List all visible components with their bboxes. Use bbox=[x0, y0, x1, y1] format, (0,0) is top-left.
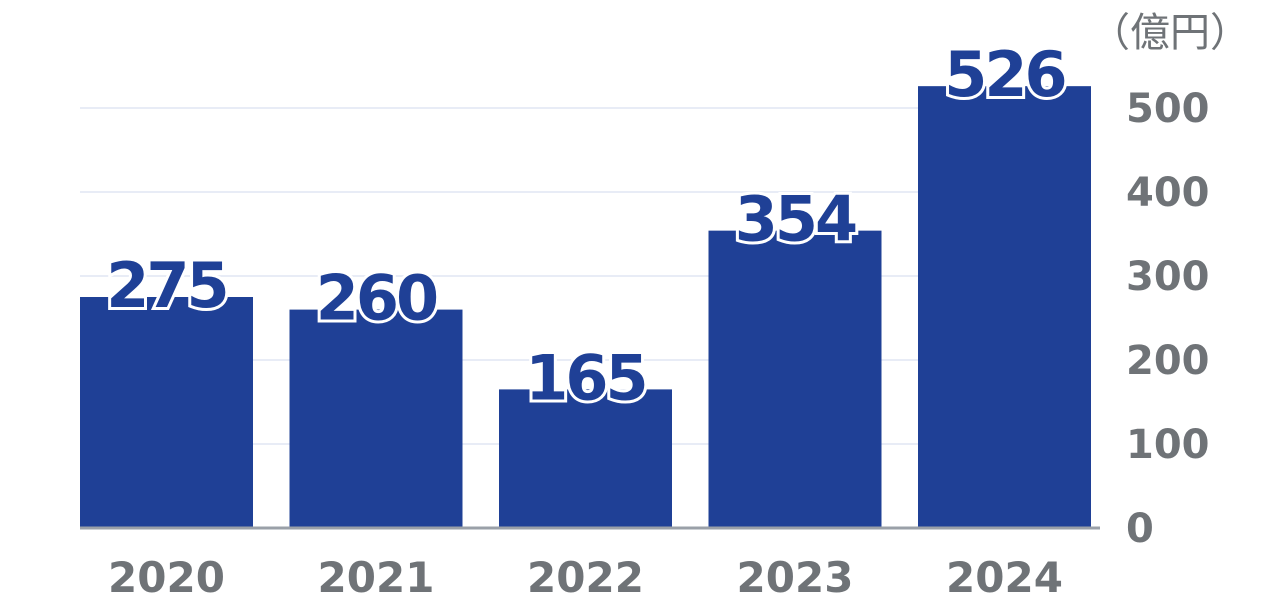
y-tick-label: 0 bbox=[1126, 506, 1154, 552]
data-labels: 275 260 165 354 526 bbox=[103, 35, 1070, 417]
x-axis-ticks: 2020 2021 2022 2023 2024 bbox=[108, 553, 1063, 600]
y-tick-label: 400 bbox=[1126, 170, 1210, 216]
bar-2023 bbox=[708, 230, 882, 528]
x-tick-label-2022: 2022 bbox=[527, 553, 644, 600]
y-tick-label: 100 bbox=[1126, 422, 1210, 468]
bar-2020 bbox=[80, 297, 253, 528]
x-tick-label-2020: 2020 bbox=[108, 553, 225, 600]
y-axis-unit-label: （億円） bbox=[1090, 10, 1250, 56]
bars bbox=[80, 86, 1091, 528]
y-axis-ticks: 0 100 200 300 400 500 bbox=[1126, 86, 1210, 552]
data-label-2020: 275 bbox=[106, 249, 226, 322]
data-label-2021: 260 bbox=[316, 262, 437, 335]
x-tick-label-2023: 2023 bbox=[737, 553, 854, 600]
data-label-2024: 526 bbox=[944, 38, 1064, 111]
x-tick-label-2021: 2021 bbox=[318, 553, 435, 600]
y-tick-label: 300 bbox=[1126, 254, 1210, 300]
data-label-2022: 165 bbox=[525, 341, 645, 414]
bar-2022 bbox=[499, 389, 672, 528]
y-tick-label: 200 bbox=[1126, 338, 1210, 384]
bar-2024 bbox=[918, 86, 1091, 528]
y-tick-label: 500 bbox=[1126, 86, 1210, 132]
x-tick-label-2024: 2024 bbox=[946, 553, 1063, 600]
data-label-2023: 354 bbox=[735, 183, 856, 256]
bar-2021 bbox=[289, 309, 463, 528]
